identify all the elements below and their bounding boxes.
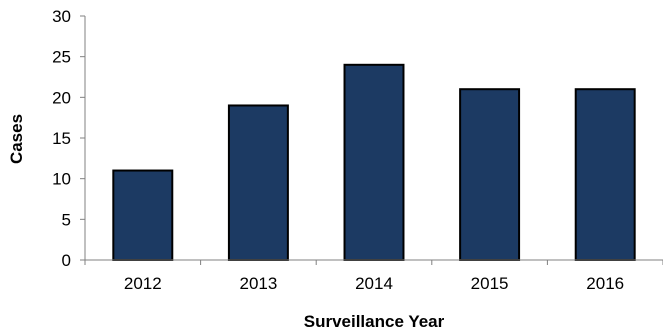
x-tick-label: 2016 <box>586 274 624 293</box>
bar-2016 <box>574 88 636 261</box>
y-tick-label: 15 <box>52 129 71 148</box>
axes-group <box>80 15 663 265</box>
bars-group <box>112 63 636 261</box>
y-tick-label: 0 <box>62 251 71 270</box>
x-tick-labels: 2012 2013 2014 2015 2016 <box>124 274 624 293</box>
x-tick-label: 2012 <box>124 274 162 293</box>
x-tick-label: 2015 <box>471 274 509 293</box>
bar-2012 <box>112 169 174 261</box>
y-tick-label: 20 <box>52 88 71 107</box>
x-tick-label: 2014 <box>355 274 393 293</box>
bar-2015 <box>459 88 521 261</box>
x-axis-title: Surveillance Year <box>304 312 445 331</box>
y-tick-label: 5 <box>62 210 71 229</box>
y-tick-labels: 0 5 10 15 20 25 30 <box>52 7 71 270</box>
bar-2014 <box>343 63 405 261</box>
x-tick-label: 2013 <box>239 274 277 293</box>
y-tick-label: 25 <box>52 48 71 67</box>
bar-2013 <box>227 104 289 261</box>
y-axis-title: Cases <box>7 114 26 164</box>
y-tick-label: 30 <box>52 7 71 26</box>
y-tick-label: 10 <box>52 170 71 189</box>
